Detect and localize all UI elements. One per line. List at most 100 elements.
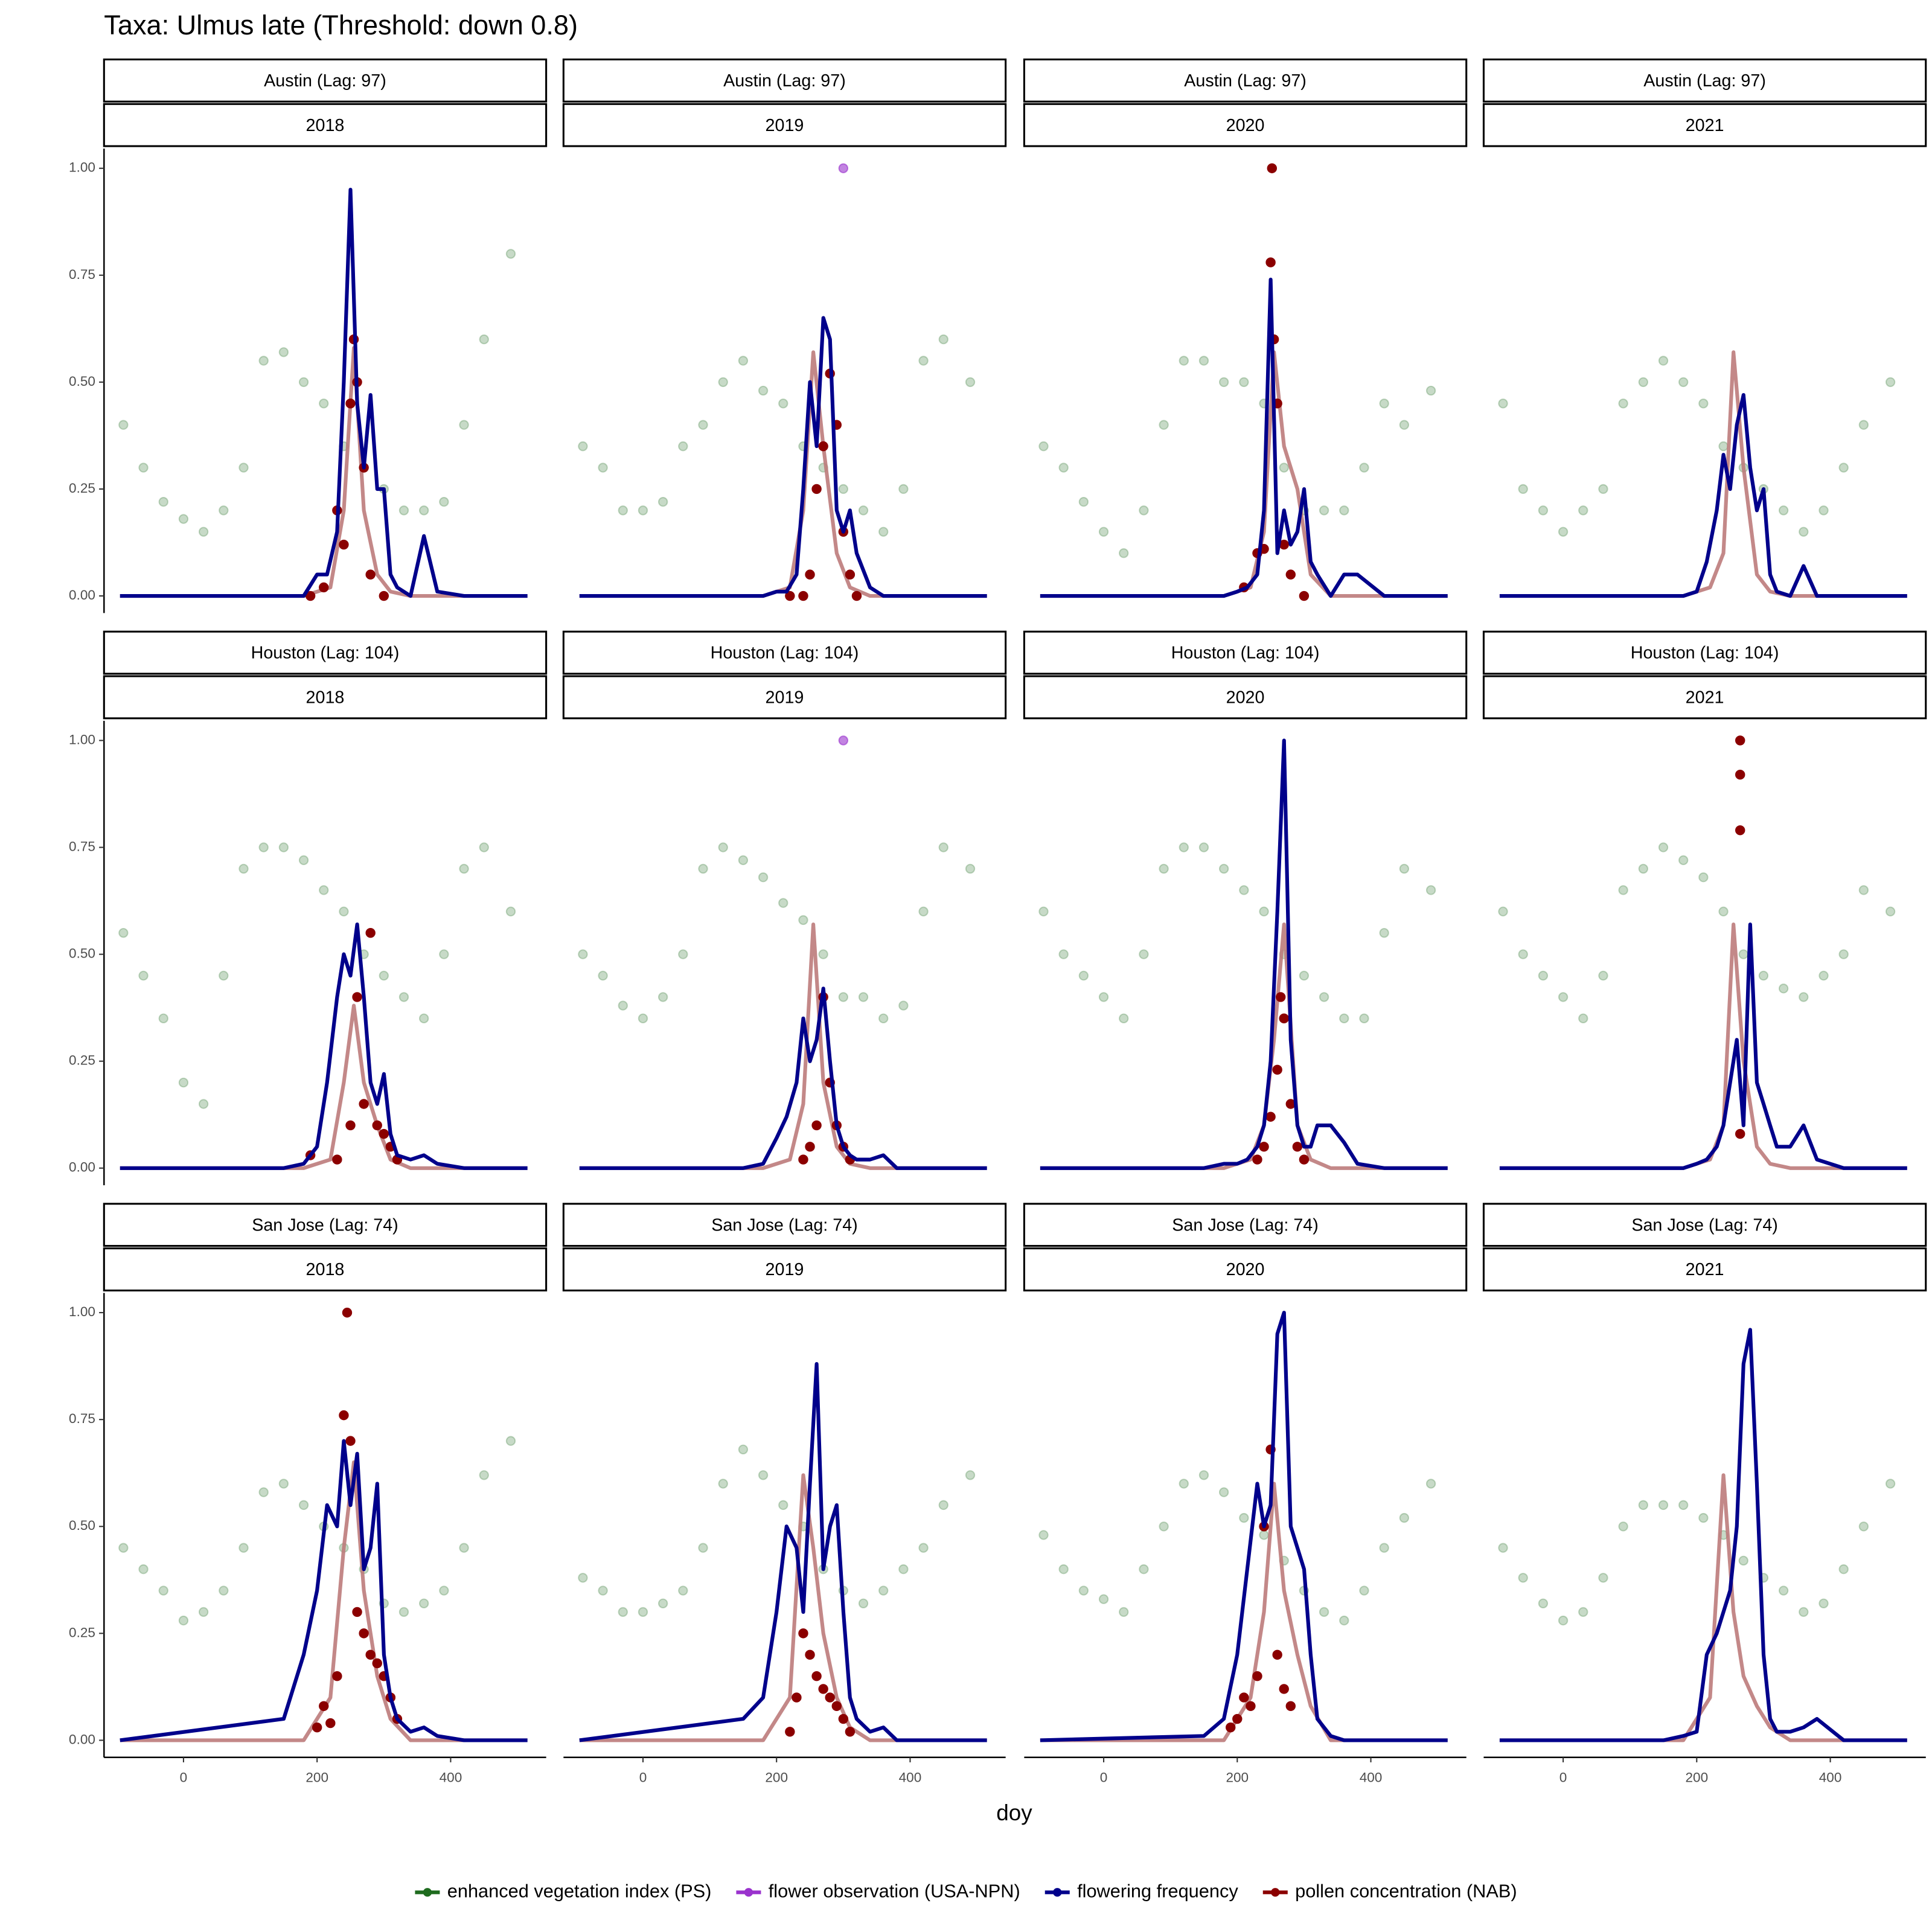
- pollen-point: [811, 1120, 822, 1131]
- evi-point: [1799, 526, 1809, 537]
- evi-point: [1538, 1598, 1549, 1608]
- strip-box: [1482, 58, 1927, 103]
- evi-point: [178, 1615, 189, 1626]
- strip-box: [1023, 675, 1468, 720]
- pollen-point: [1275, 992, 1286, 1002]
- evi-point: [1379, 398, 1389, 409]
- pollen-point: [365, 1649, 376, 1660]
- evi-point: [298, 1500, 309, 1511]
- evi-point: [965, 1470, 976, 1480]
- evi-point: [878, 1585, 889, 1596]
- strip-box: [103, 675, 548, 720]
- strip-box: [103, 1203, 548, 1247]
- evi-point: [578, 1573, 588, 1583]
- y-tick-label: 0.00: [69, 587, 95, 603]
- evi-point: [479, 1470, 489, 1480]
- legend-label: flower observation (USA-NPN): [769, 1880, 1020, 1901]
- evi-point: [1598, 484, 1608, 494]
- evi-point: [198, 1607, 209, 1617]
- evi-point: [138, 462, 149, 473]
- pollen-point: [1285, 1701, 1296, 1711]
- pollen-point: [372, 1120, 382, 1131]
- strip-box: [103, 630, 548, 675]
- strip-label: 2018: [306, 116, 345, 135]
- evi-point: [938, 1500, 948, 1511]
- evi-point: [1259, 906, 1269, 916]
- x-tick-label: 400: [899, 1770, 922, 1785]
- strip-box: [1023, 630, 1468, 675]
- legend-key-point: [1271, 1888, 1280, 1897]
- strip-box: [562, 103, 1007, 147]
- evi-point: [598, 970, 608, 981]
- pollen-point: [825, 1692, 835, 1703]
- evi-point: [1778, 1585, 1789, 1596]
- evi-point: [1558, 992, 1569, 1002]
- evi-point: [1359, 462, 1369, 473]
- evi-point: [718, 377, 728, 388]
- evi-point: [418, 1013, 429, 1024]
- evi-point: [858, 1598, 869, 1608]
- strip-label: Houston (Lag: 104): [1171, 644, 1320, 663]
- evi-point: [1618, 885, 1628, 895]
- evi-point: [219, 1585, 229, 1596]
- evi-point: [758, 1470, 769, 1480]
- y-tick-label: 0.75: [69, 839, 95, 854]
- pollen-point: [1226, 1722, 1236, 1733]
- evi-point: [178, 1077, 189, 1088]
- evi-point: [1078, 497, 1089, 507]
- evi-point: [1885, 1479, 1896, 1489]
- pollen-point: [339, 539, 349, 550]
- y-tick-label: 1.00: [69, 160, 95, 175]
- x-tick-label: 0: [1100, 1770, 1108, 1785]
- evi-point: [1498, 906, 1508, 916]
- x-tick-label: 200: [305, 1770, 328, 1785]
- pollen-point: [342, 1307, 353, 1318]
- strip-box: [1482, 1247, 1927, 1291]
- strip-label: 2019: [766, 116, 804, 135]
- pollen-point: [365, 569, 376, 580]
- evi-point: [638, 1607, 648, 1617]
- strip-label: 2020: [1226, 116, 1265, 135]
- pollen-point: [319, 582, 329, 593]
- evi-point: [1518, 484, 1528, 494]
- strip-box: [1482, 675, 1927, 720]
- x-tick-label: 400: [440, 1770, 462, 1785]
- pollen-point: [1299, 1154, 1310, 1165]
- flowering-line: [1499, 1328, 1907, 1742]
- evi-point: [1159, 420, 1169, 430]
- legend-item: enhanced vegetation index (PS): [415, 1880, 711, 1901]
- pollen-point: [312, 1722, 322, 1733]
- evi-point: [1778, 984, 1789, 994]
- evi-point: [738, 1444, 749, 1454]
- strip-label: Austin (Lag: 97): [1184, 71, 1307, 91]
- pollen-point: [1239, 1692, 1249, 1703]
- y-tick-label: 0.50: [69, 1518, 95, 1533]
- evi-point: [1078, 970, 1089, 981]
- strip-box: [562, 675, 1007, 720]
- pollen-point: [818, 441, 828, 452]
- evi-point: [219, 505, 229, 516]
- evi-point: [1799, 992, 1809, 1002]
- evi-point: [138, 970, 149, 981]
- strip-label: San Jose (Lag: 74): [252, 1215, 398, 1235]
- evi-point: [818, 949, 828, 959]
- evi-point: [965, 863, 976, 874]
- evi-point: [878, 1013, 889, 1024]
- y-tick-label: 1.00: [69, 1304, 95, 1319]
- evi-point: [718, 842, 728, 852]
- evi-point: [1858, 420, 1869, 430]
- evi-point: [1598, 1573, 1608, 1583]
- strip-box: [562, 630, 1007, 675]
- evi-point: [1139, 505, 1149, 516]
- evi-point: [1858, 885, 1869, 895]
- strip-label: 2020: [1226, 688, 1265, 708]
- pollen-point: [805, 569, 815, 580]
- pollen-point: [818, 1684, 828, 1694]
- evi-point: [1538, 505, 1549, 516]
- evi-point: [1658, 842, 1669, 852]
- evi-point: [1578, 1013, 1588, 1024]
- flowering-line: [1040, 277, 1448, 598]
- evi-point: [505, 1436, 516, 1446]
- evi-point: [258, 842, 269, 852]
- legend-label: enhanced vegetation index (PS): [447, 1880, 712, 1901]
